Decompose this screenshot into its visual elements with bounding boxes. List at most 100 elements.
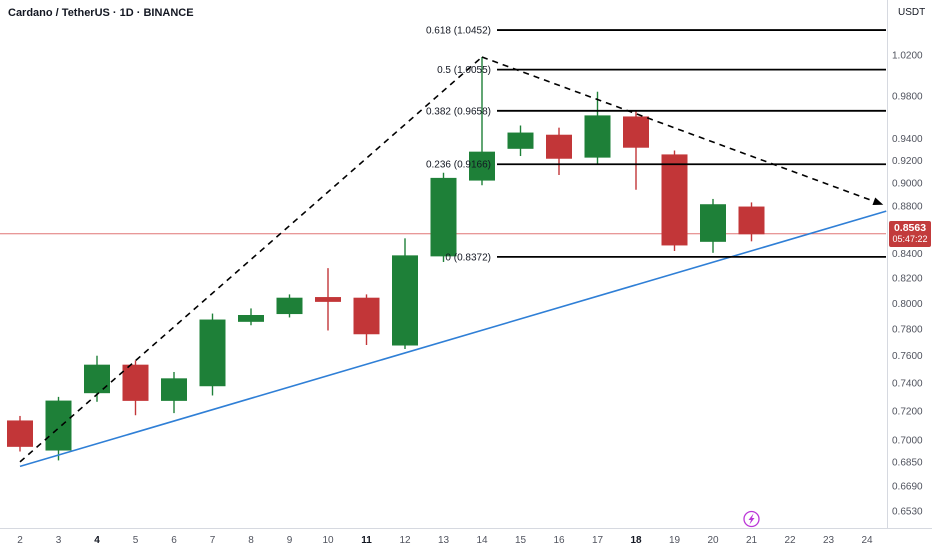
fib-level[interactable]: 0 (0.8372) bbox=[445, 252, 886, 263]
ascending-support-trendline[interactable] bbox=[19, 210, 887, 468]
candle-body bbox=[238, 314, 264, 322]
time-axis-label: 6 bbox=[171, 535, 177, 546]
time-axis-label: 3 bbox=[56, 535, 62, 546]
last-price-countdown: 05:47:22 bbox=[892, 233, 928, 244]
price-axis-label: 0.6530 bbox=[892, 506, 923, 517]
price-axis-label: 0.7400 bbox=[892, 378, 923, 389]
candle[interactable] bbox=[661, 150, 688, 251]
candle-body bbox=[623, 116, 649, 148]
candle[interactable] bbox=[238, 308, 264, 326]
candle[interactable] bbox=[700, 198, 726, 253]
time-axis-label: 11 bbox=[361, 535, 372, 546]
candle-body bbox=[661, 154, 688, 246]
candle[interactable] bbox=[469, 57, 495, 186]
candle-body bbox=[276, 297, 303, 315]
candle[interactable] bbox=[45, 396, 72, 461]
trendline-arrowhead-icon bbox=[872, 197, 884, 206]
lightning-icon[interactable] bbox=[743, 510, 760, 528]
candle-body bbox=[353, 297, 380, 335]
candle[interactable] bbox=[276, 294, 303, 318]
candle[interactable] bbox=[430, 172, 457, 262]
candle-body bbox=[84, 364, 110, 394]
candle[interactable] bbox=[584, 91, 611, 164]
fib-level[interactable]: 0.5 (1.0055) bbox=[437, 65, 886, 76]
lightning-bolt-glyph bbox=[748, 513, 755, 525]
fib-level-label: 0.618 (1.0452) bbox=[426, 26, 491, 37]
price-axis-label: 0.6690 bbox=[892, 482, 923, 493]
candle[interactable] bbox=[353, 294, 380, 346]
currency-label: USDT bbox=[898, 7, 926, 18]
candle[interactable] bbox=[392, 238, 418, 350]
fib-level-label: 0 (0.8372) bbox=[445, 252, 491, 263]
fib-level-label: 0.236 (0.9166) bbox=[426, 160, 491, 171]
candle-body bbox=[199, 319, 226, 387]
price-axis-label: 0.7800 bbox=[892, 325, 923, 336]
candle[interactable] bbox=[546, 127, 572, 175]
candle-body bbox=[7, 420, 33, 447]
price-axis-label: 0.7000 bbox=[892, 435, 923, 446]
price-axis-label: 0.9200 bbox=[892, 156, 923, 167]
candle-body bbox=[700, 204, 726, 242]
price-axis-label: 0.8800 bbox=[892, 201, 923, 212]
time-axis-label: 19 bbox=[669, 535, 681, 546]
candle-body bbox=[122, 364, 149, 401]
price-axis-label: 0.7200 bbox=[892, 406, 923, 417]
price-axis-label: 0.7600 bbox=[892, 351, 923, 362]
time-axis-label: 20 bbox=[707, 535, 719, 546]
candle[interactable] bbox=[507, 125, 534, 157]
candle[interactable] bbox=[161, 371, 187, 414]
time-axis-label: 12 bbox=[399, 535, 411, 546]
time-axis-label: 14 bbox=[476, 535, 488, 546]
time-axis-label: 2 bbox=[17, 535, 23, 546]
time-axis-label: 16 bbox=[553, 535, 565, 546]
time-axis-label: 7 bbox=[210, 535, 216, 546]
time-axis-label: 22 bbox=[784, 535, 796, 546]
ascending-dashed-trendline[interactable] bbox=[19, 56, 483, 463]
candle[interactable] bbox=[199, 313, 226, 396]
price-axis-label: 0.9000 bbox=[892, 178, 923, 189]
time-axis-label: 21 bbox=[746, 535, 758, 546]
candle[interactable] bbox=[623, 110, 649, 190]
candle-body bbox=[161, 378, 187, 401]
candle-body bbox=[546, 134, 572, 159]
price-axis-label: 0.8200 bbox=[892, 274, 923, 285]
time-axis-label: 5 bbox=[133, 535, 139, 546]
candle-body bbox=[584, 115, 611, 158]
candle[interactable] bbox=[7, 415, 33, 452]
time-axis-label: 9 bbox=[287, 535, 293, 546]
candle-body bbox=[738, 206, 765, 235]
fib-level-label: 0.382 (0.9658) bbox=[426, 106, 491, 117]
candle-body bbox=[507, 132, 534, 149]
fib-level[interactable]: 0.236 (0.9166) bbox=[426, 160, 886, 171]
time-axis-label: 18 bbox=[630, 535, 642, 546]
time-axis-label: 13 bbox=[438, 535, 450, 546]
candle[interactable] bbox=[738, 202, 765, 242]
candle[interactable] bbox=[122, 360, 149, 416]
price-axis-label: 1.0200 bbox=[892, 51, 923, 62]
last-price-badge: 0.8563 05:47:22 bbox=[889, 220, 931, 247]
candle-body bbox=[392, 255, 418, 346]
price-axis-label: 0.8000 bbox=[892, 299, 923, 310]
candle-body bbox=[469, 151, 495, 181]
time-axis-label: 15 bbox=[515, 535, 527, 546]
candle-body bbox=[45, 400, 72, 451]
price-axis-label: 0.6850 bbox=[892, 457, 923, 468]
time-axis-label: 24 bbox=[861, 535, 873, 546]
price-axis-label: 0.8400 bbox=[892, 249, 923, 260]
time-axis-label: 8 bbox=[248, 535, 254, 546]
time-axis-label: 10 bbox=[322, 535, 334, 546]
fib-level[interactable]: 0.618 (1.0452) bbox=[426, 26, 886, 37]
fib-level[interactable]: 0.382 (0.9658) bbox=[426, 106, 886, 117]
candle-body bbox=[315, 297, 341, 302]
last-price-value: 0.8563 bbox=[893, 221, 927, 234]
candle-body bbox=[430, 177, 457, 257]
time-axis-label: 4 bbox=[94, 535, 100, 546]
descending-dashed-trendline[interactable] bbox=[481, 56, 879, 204]
symbol-title[interactable]: Cardano / TetherUS · 1D · BINANCE bbox=[8, 7, 194, 19]
fib-level-label: 0.5 (1.0055) bbox=[437, 65, 491, 76]
candle[interactable] bbox=[315, 268, 341, 331]
price-axis-label: 0.9800 bbox=[892, 91, 923, 102]
time-axis-label: 17 bbox=[592, 535, 604, 546]
